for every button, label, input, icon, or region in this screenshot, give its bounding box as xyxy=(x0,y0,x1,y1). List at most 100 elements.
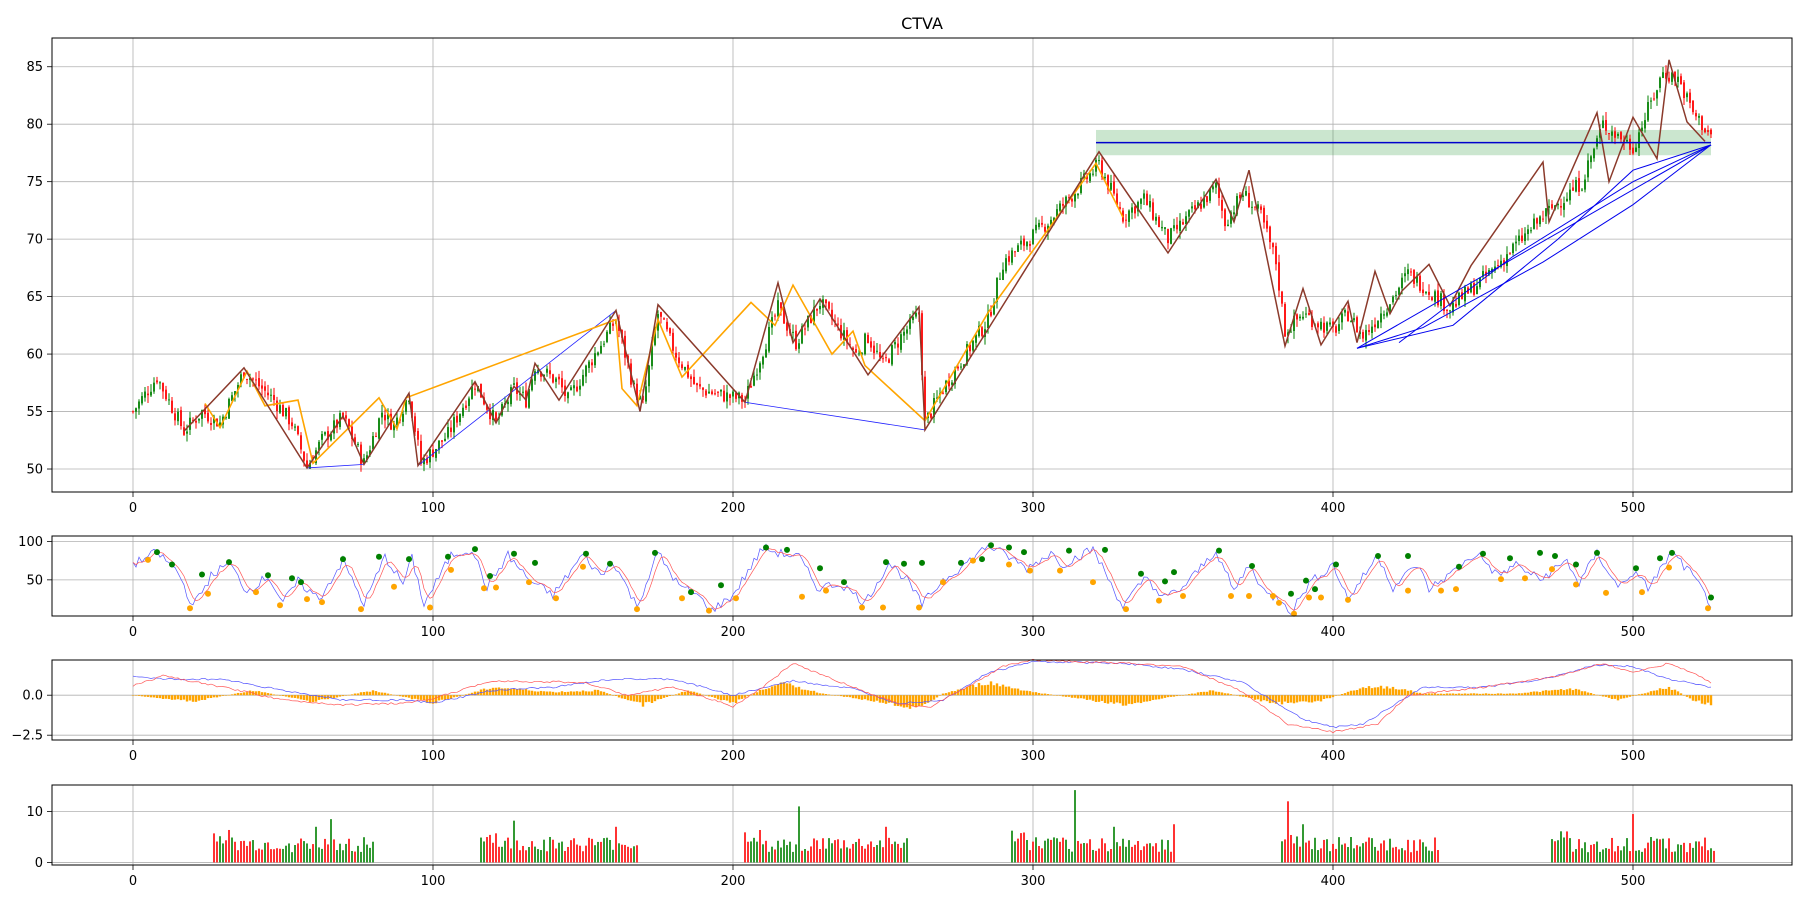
candle-body xyxy=(711,391,713,394)
candle-body xyxy=(777,300,779,317)
macd-histogram-bar xyxy=(1649,691,1653,696)
macd-histogram-bar xyxy=(1292,695,1296,704)
candle-body xyxy=(1053,217,1055,222)
volume-bar xyxy=(1173,824,1175,863)
candle-body xyxy=(1443,293,1445,311)
candle-body xyxy=(1566,198,1568,202)
macd-histogram-bar xyxy=(821,693,825,696)
volume-bar xyxy=(1611,837,1613,863)
candle-body xyxy=(1389,304,1391,312)
volume-bar xyxy=(1569,838,1571,863)
candle-body xyxy=(954,368,956,385)
macd-histogram-bar xyxy=(239,693,243,696)
volume-bar xyxy=(1671,851,1673,863)
macd-histogram-bar xyxy=(425,695,429,703)
candle-body xyxy=(1299,316,1301,319)
macd-line xyxy=(132,658,1712,734)
candle-body xyxy=(864,333,866,355)
candle-body xyxy=(1155,216,1157,221)
macd-histogram-bar xyxy=(1166,695,1170,698)
macd-histogram-bar xyxy=(980,685,984,696)
candle-body xyxy=(156,380,158,383)
oscillator-x-tick-label: 100 xyxy=(421,625,446,640)
macd-histogram-bar xyxy=(1457,693,1461,696)
candle-body xyxy=(411,401,413,418)
macd-histogram-bar xyxy=(269,693,273,696)
candle-body xyxy=(1251,206,1253,208)
macd-histogram-bar xyxy=(275,694,279,696)
oscillator-peak-marker xyxy=(1456,563,1462,570)
macd-histogram-bar xyxy=(935,695,939,698)
volume-bar xyxy=(492,842,494,863)
macd-histogram-bar xyxy=(137,695,141,696)
macd-histogram-bar xyxy=(1583,691,1587,696)
macd-x-tick-label: 400 xyxy=(1321,749,1346,764)
candle-body xyxy=(240,374,242,385)
oscillator-peak-marker xyxy=(1312,586,1318,593)
oscillator-peak-marker xyxy=(1102,546,1108,553)
candle-body xyxy=(393,423,395,431)
candle-body xyxy=(1707,130,1709,132)
volume-bar xyxy=(1332,843,1334,863)
oscillator-trough-marker xyxy=(187,605,193,612)
macd-y-tick-label: 0.0 xyxy=(22,689,43,704)
price-y-tick-label: 55 xyxy=(26,405,43,420)
macd-histogram-bar xyxy=(1238,695,1242,697)
oscillator-peak-marker xyxy=(1480,550,1486,557)
oscillator-trough-marker xyxy=(1666,564,1672,571)
macd-histogram-bar xyxy=(1037,692,1041,696)
volume-bar xyxy=(336,850,338,863)
macd-histogram-bar xyxy=(1346,691,1350,696)
macd-histogram-bar xyxy=(1421,693,1425,696)
oscillator-trough-marker xyxy=(1522,575,1528,582)
macd-histogram-bar xyxy=(1331,695,1335,698)
macd-histogram-bar xyxy=(911,695,915,707)
volume-bar xyxy=(582,851,584,863)
candle-body xyxy=(1131,207,1133,213)
macd-histogram-bar xyxy=(152,695,156,698)
volume-bar xyxy=(561,841,563,863)
macd-histogram-bar xyxy=(605,693,609,696)
candle-body xyxy=(192,419,194,421)
volume-bar xyxy=(1296,836,1298,863)
candle-body xyxy=(996,277,998,302)
macd-histogram-bar xyxy=(620,695,624,699)
candle-body xyxy=(1473,283,1475,295)
macd-histogram-bar xyxy=(314,695,318,702)
candle-body xyxy=(1005,258,1007,272)
candle-body xyxy=(378,418,380,439)
macd-histogram-bar xyxy=(944,693,948,696)
macd-histogram-bar xyxy=(443,695,447,700)
volume-bar xyxy=(1365,841,1367,863)
macd-histogram-bar xyxy=(1055,695,1059,696)
candle-body xyxy=(1506,254,1508,266)
candle-body xyxy=(366,455,368,460)
candle-body xyxy=(699,384,701,387)
oscillator-peak-marker xyxy=(883,559,889,566)
candle-body xyxy=(282,405,284,417)
volume-bar xyxy=(846,847,848,863)
candle-body xyxy=(963,364,965,368)
macd-histogram-bar xyxy=(1355,690,1359,696)
candle-body xyxy=(1278,262,1280,291)
macd-histogram-bar xyxy=(1289,695,1293,703)
macd-histogram-bar xyxy=(1100,695,1104,701)
candle-body xyxy=(1140,199,1142,204)
volume-bar xyxy=(579,845,581,863)
oscillator-peak-marker xyxy=(652,549,658,556)
volume-bar xyxy=(573,838,575,863)
macd-histogram-bar xyxy=(728,695,732,703)
macd-histogram-bar xyxy=(1577,689,1581,696)
price-y-tick-label: 50 xyxy=(26,463,43,478)
candle-body xyxy=(678,357,680,364)
candle-body xyxy=(672,332,674,351)
volume-bar xyxy=(279,848,281,863)
volume-bar xyxy=(852,843,854,863)
macd-x-tick-label: 100 xyxy=(421,749,446,764)
volume-bar xyxy=(1119,846,1121,863)
macd-histogram-bar xyxy=(350,694,354,696)
candle-body xyxy=(1008,256,1010,262)
volume-bar xyxy=(861,845,863,863)
volume-bar xyxy=(840,848,842,863)
volume-x-tick-label: 0 xyxy=(129,874,137,889)
